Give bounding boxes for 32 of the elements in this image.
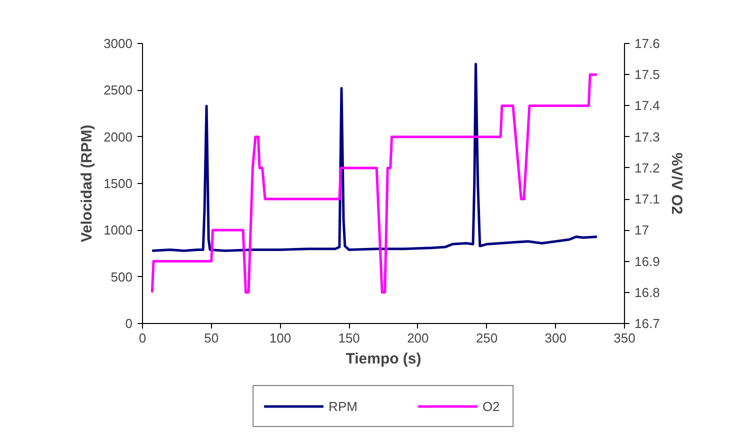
line-series — [150, 73, 598, 294]
y2-tick-label: 16.8 — [634, 284, 660, 300]
x-tick-label: 0 — [138, 330, 146, 346]
y-tick-label: 1500 — [104, 176, 132, 191]
y2-tick-label: 17 — [634, 222, 649, 238]
y2-tick-label: 17.6 — [634, 36, 660, 51]
y2-tick-label: 17.2 — [634, 160, 660, 176]
y2-axis-title: %V/V O2 — [668, 152, 685, 214]
y-axis-title: Velocidad (RPM) — [78, 124, 96, 242]
line-series — [150, 62, 598, 252]
y-tick-label: 3000 — [104, 36, 132, 51]
y2-tick-label: 16.9 — [634, 254, 660, 269]
y-tick-label: 0 — [125, 316, 133, 331]
y2-tick-label: 17.3 — [634, 129, 660, 144]
y2-tick-label: 16.7 — [634, 316, 660, 331]
y-tick-label: 2000 — [104, 129, 132, 144]
y2-tick-label: 17.4 — [634, 98, 660, 114]
x-tick-label: 350 — [614, 330, 636, 346]
x-tick-label: 300 — [544, 330, 566, 346]
y2-tick-label: 17.1 — [634, 192, 660, 207]
y-tick-label: 500 — [110, 269, 133, 284]
legend-label: O2 — [482, 398, 501, 414]
x-tick-label: 100 — [269, 330, 292, 346]
x-tick-label: 200 — [407, 330, 429, 346]
y-tick-label: 1000 — [104, 222, 132, 238]
legend-label: RPM — [328, 398, 358, 414]
y-tick-label: 2500 — [104, 82, 132, 98]
y2-tick-label: 17.5 — [634, 67, 660, 82]
x-tick-label: 150 — [338, 330, 360, 346]
x-tick-label: 50 — [204, 330, 219, 346]
x-axis-title: Tiempo (s) — [346, 350, 422, 368]
x-tick-label: 250 — [476, 330, 498, 346]
